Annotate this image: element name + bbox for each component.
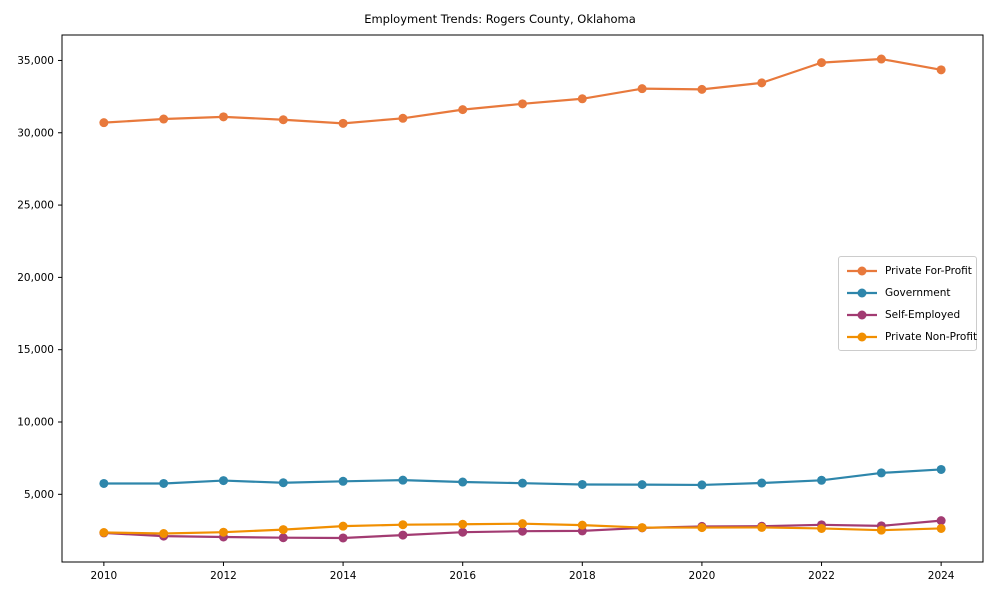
y-tick-label: 5,000 (24, 489, 54, 501)
x-tick-label: 2016 (449, 570, 476, 582)
point-private-for-profit-2012 (218, 112, 228, 122)
point-government-2015 (398, 475, 408, 485)
point-private-for-profit-2022 (817, 58, 827, 68)
point-private-non-profit-2017 (518, 519, 527, 529)
legend-line-dot-icon (847, 332, 877, 341)
x-tick-label: 2018 (569, 570, 596, 582)
x-tick-label: 2024 (928, 570, 955, 582)
y-tick-label: 25,000 (17, 200, 54, 212)
point-private-for-profit-2024 (936, 65, 946, 75)
y-tick-label: 10,000 (17, 417, 54, 429)
line-private-for-profit (103, 57, 942, 125)
legend-line-dot-icon (847, 266, 877, 275)
y-tick-label: 30,000 (17, 127, 54, 139)
point-private-for-profit-2017 (518, 99, 527, 109)
x-tick-label: 2022 (808, 570, 835, 582)
legend: Private For-Profit Government Self-Employe… (838, 256, 977, 351)
point-government-2010 (99, 478, 109, 488)
point-private-non-profit-2021 (757, 522, 767, 532)
point-government-2013 (278, 478, 288, 488)
point-self-employed-2014 (338, 533, 348, 543)
point-self-employed-2016 (458, 527, 468, 537)
point-private-non-profit-2019 (637, 523, 647, 533)
point-government-2022 (817, 475, 827, 485)
x-tick-label: 2020 (689, 570, 716, 582)
legend-label: Government (885, 286, 951, 299)
point-private-non-profit-2015 (398, 520, 408, 530)
point-government-2017 (518, 478, 527, 488)
legend-item-private-non-profit: Private Non-Profit (846, 329, 977, 344)
x-tick-label: 2012 (210, 570, 237, 582)
y-tick-label: 35,000 (17, 55, 54, 67)
legend-line-dot-icon (847, 310, 877, 319)
legend-item-private-for-profit: Private For-Profit (846, 263, 972, 278)
legend-label: Self-Employed (885, 308, 961, 321)
legend-label: Private For-Profit (885, 264, 972, 277)
point-private-non-profit-2018 (577, 520, 587, 530)
point-self-employed-2024 (936, 516, 946, 526)
legend-label: Private Non-Profit (885, 330, 978, 343)
x-tick-label: 2014 (330, 570, 357, 582)
point-private-for-profit-2014 (338, 118, 348, 128)
axes-frame (61, 34, 984, 563)
point-private-non-profit-2011 (159, 529, 169, 539)
point-government-2021 (757, 478, 767, 488)
point-private-for-profit-2016 (458, 105, 468, 115)
point-government-2012 (218, 476, 228, 486)
point-private-non-profit-2010 (99, 527, 109, 537)
point-government-2011 (159, 478, 169, 488)
x-tick-label: 2010 (90, 570, 117, 582)
point-private-for-profit-2023 (876, 54, 886, 64)
point-government-2024 (936, 464, 946, 474)
legend-line-dot-icon (847, 288, 877, 297)
point-government-2018 (577, 479, 587, 489)
point-private-non-profit-2020 (697, 523, 707, 533)
chart-title: Employment Trends: Rogers County, Oklaho… (364, 12, 636, 26)
point-private-for-profit-2020 (697, 84, 707, 94)
point-private-for-profit-2021 (757, 78, 767, 88)
point-private-non-profit-2014 (338, 521, 348, 531)
point-government-2020 (697, 480, 707, 490)
legend-item-government: Government (846, 285, 968, 300)
legend-item-self-employed: Self-Employed (846, 307, 968, 322)
point-private-non-profit-2013 (278, 525, 288, 535)
point-private-for-profit-2019 (637, 84, 647, 94)
point-private-non-profit-2024 (936, 523, 946, 533)
point-private-for-profit-2018 (577, 94, 587, 104)
point-private-non-profit-2023 (876, 525, 886, 535)
point-private-non-profit-2012 (218, 527, 228, 537)
point-self-employed-2017 (518, 526, 527, 536)
point-private-for-profit-2011 (159, 114, 169, 124)
point-private-non-profit-2016 (458, 519, 468, 529)
y-tick-label: 20,000 (17, 272, 54, 284)
point-self-employed-2013 (278, 533, 288, 543)
point-government-2023 (876, 468, 886, 478)
point-private-for-profit-2010 (99, 118, 109, 128)
point-private-non-profit-2022 (817, 523, 827, 533)
point-government-2016 (458, 477, 468, 487)
point-government-2019 (637, 480, 647, 490)
point-self-employed-2015 (398, 530, 408, 540)
point-private-for-profit-2015 (398, 113, 408, 123)
point-private-for-profit-2013 (278, 115, 288, 125)
y-tick-label: 15,000 (17, 344, 54, 356)
point-government-2014 (338, 476, 348, 486)
